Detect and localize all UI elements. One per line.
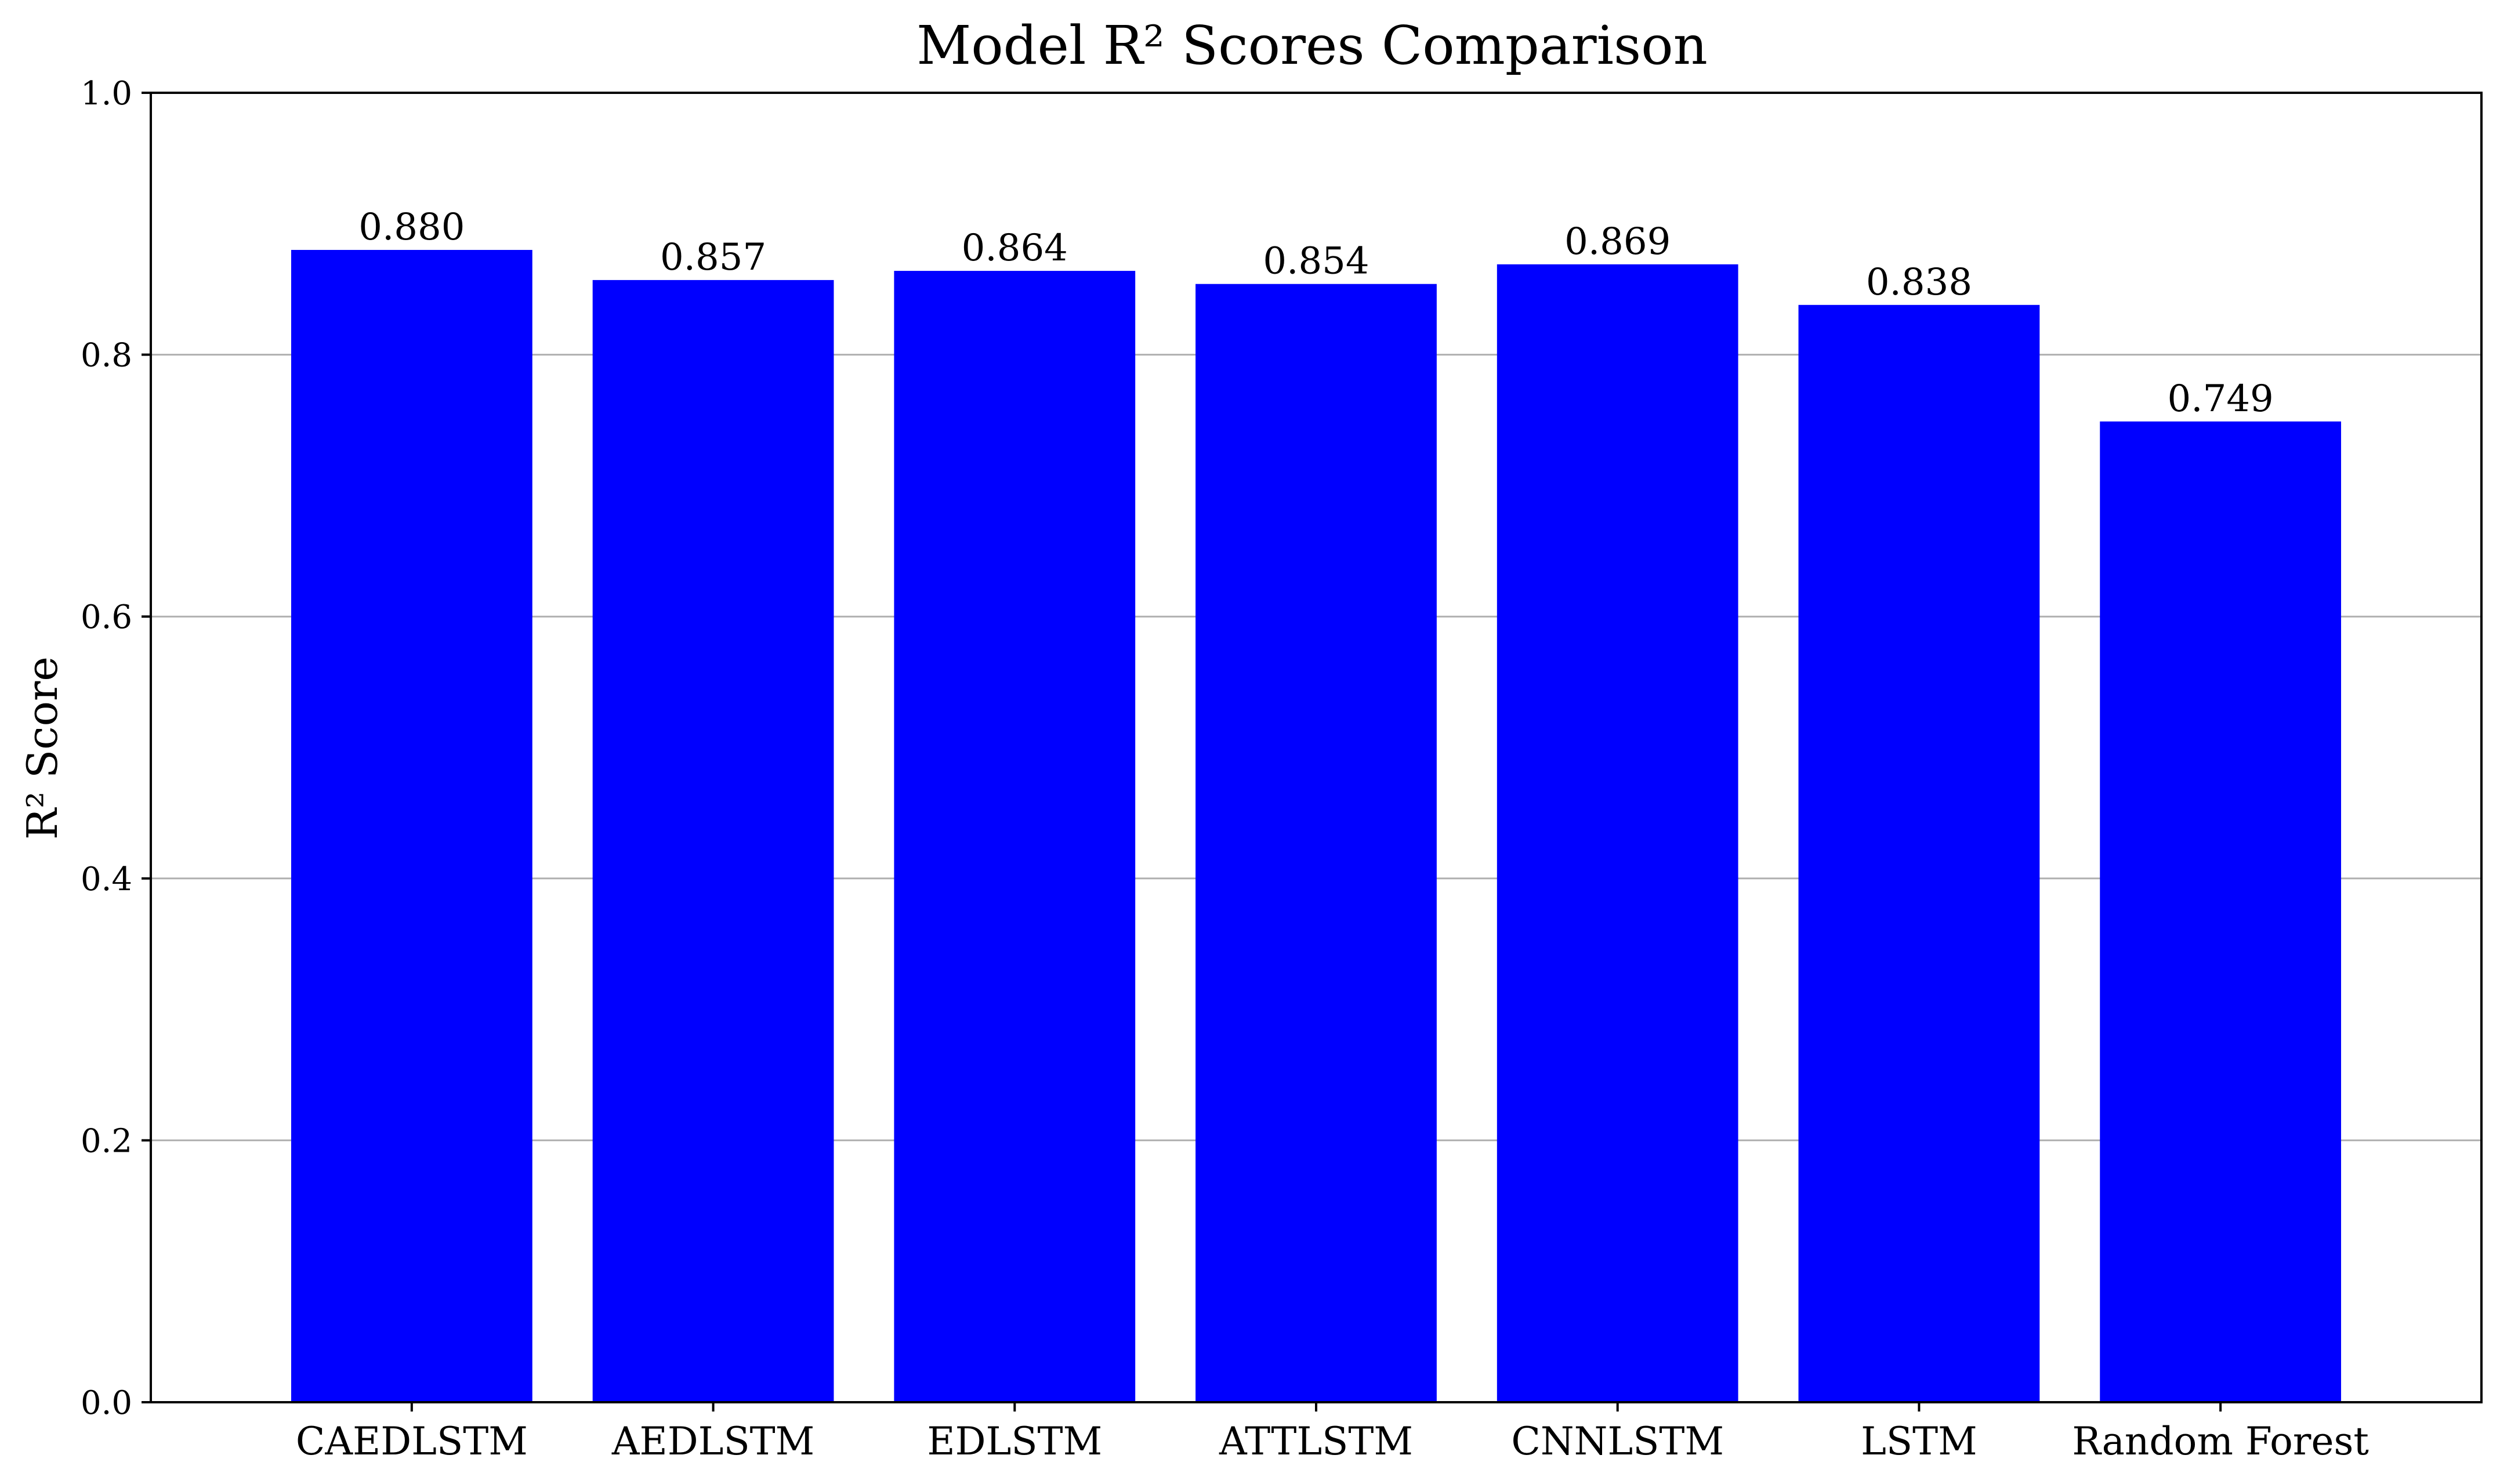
bar-cnnlstm [1497,264,1738,1403]
y-tick-label: 0.4 [81,861,132,898]
y-tick-label: 1.0 [81,75,132,113]
value-label: 0.864 [962,227,1068,270]
x-tick-label: ATTLSTM [1219,1419,1413,1464]
bars [291,249,2342,1403]
plot-frame [150,92,2483,1403]
y-tick-label: 0.2 [81,1122,132,1160]
value-label: 0.854 [1263,240,1369,283]
value-label: 0.838 [1866,261,1972,304]
x-axis-ticks: CAEDLSTM AEDLSTM EDLSTM ATTLSTM CNNLSTM LSTM R… [296,1402,2369,1464]
value-label: 0.869 [1564,220,1671,263]
value-label: 0.749 [2168,378,2274,420]
y-tick-label: 0.8 [81,337,132,375]
x-tick-label: CAEDLSTM [296,1419,528,1464]
bar-attlstm [1195,284,1437,1403]
y-tick-label: 0.0 [81,1384,132,1422]
x-tick-label: LSTM [1861,1419,1977,1464]
bar-edlstm [894,271,1136,1402]
value-labels: 0.880 0.857 0.864 0.854 0.869 0.838 0.749 [358,206,2274,420]
y-tick-label: 0.6 [81,598,132,636]
chart-title: Model R² Scores Comparison [916,14,1708,77]
bar-caedlstm [291,249,532,1403]
x-tick-label: Random Forest [2072,1419,2369,1464]
value-label: 0.880 [358,206,465,249]
x-tick-label: EDLSTM [927,1419,1102,1464]
x-tick-label: CNNLSTM [1511,1419,1724,1464]
bar-lstm [1798,304,2040,1402]
value-label: 0.857 [660,236,766,279]
y-axis-label: R² Score [18,656,67,840]
x-tick-label: AEDLSTM [611,1419,814,1464]
bar-aedlstm [592,280,834,1402]
y-axis-ticks: 0.0 0.2 0.4 0.6 0.8 1.0 [81,75,151,1422]
bar-random-forest [2100,421,2342,1402]
